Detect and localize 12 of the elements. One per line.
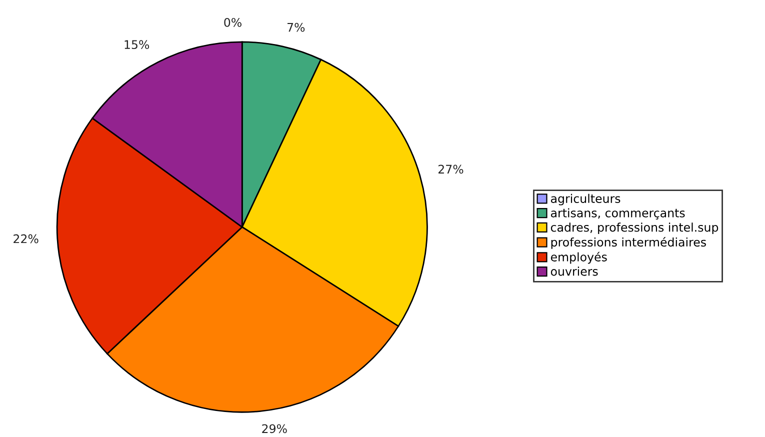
legend-label: agriculteurs — [550, 194, 620, 206]
text: 0% — [224, 18, 242, 27]
data-label: 27% — [438, 164, 464, 174]
data-label: 29% — [262, 424, 287, 434]
legend-label: employés — [550, 252, 607, 264]
data-label: 15% — [124, 40, 150, 50]
data-label: 7% — [288, 22, 305, 32]
data-label: 22% — [14, 234, 38, 244]
legend-label: professions intermédiaires — [551, 236, 706, 249]
legend-label: ouvriers — [550, 266, 598, 276]
legend-label: artisans, commerçants — [550, 208, 685, 220]
legend-label: cadres, professions intel.sup — [550, 222, 718, 234]
